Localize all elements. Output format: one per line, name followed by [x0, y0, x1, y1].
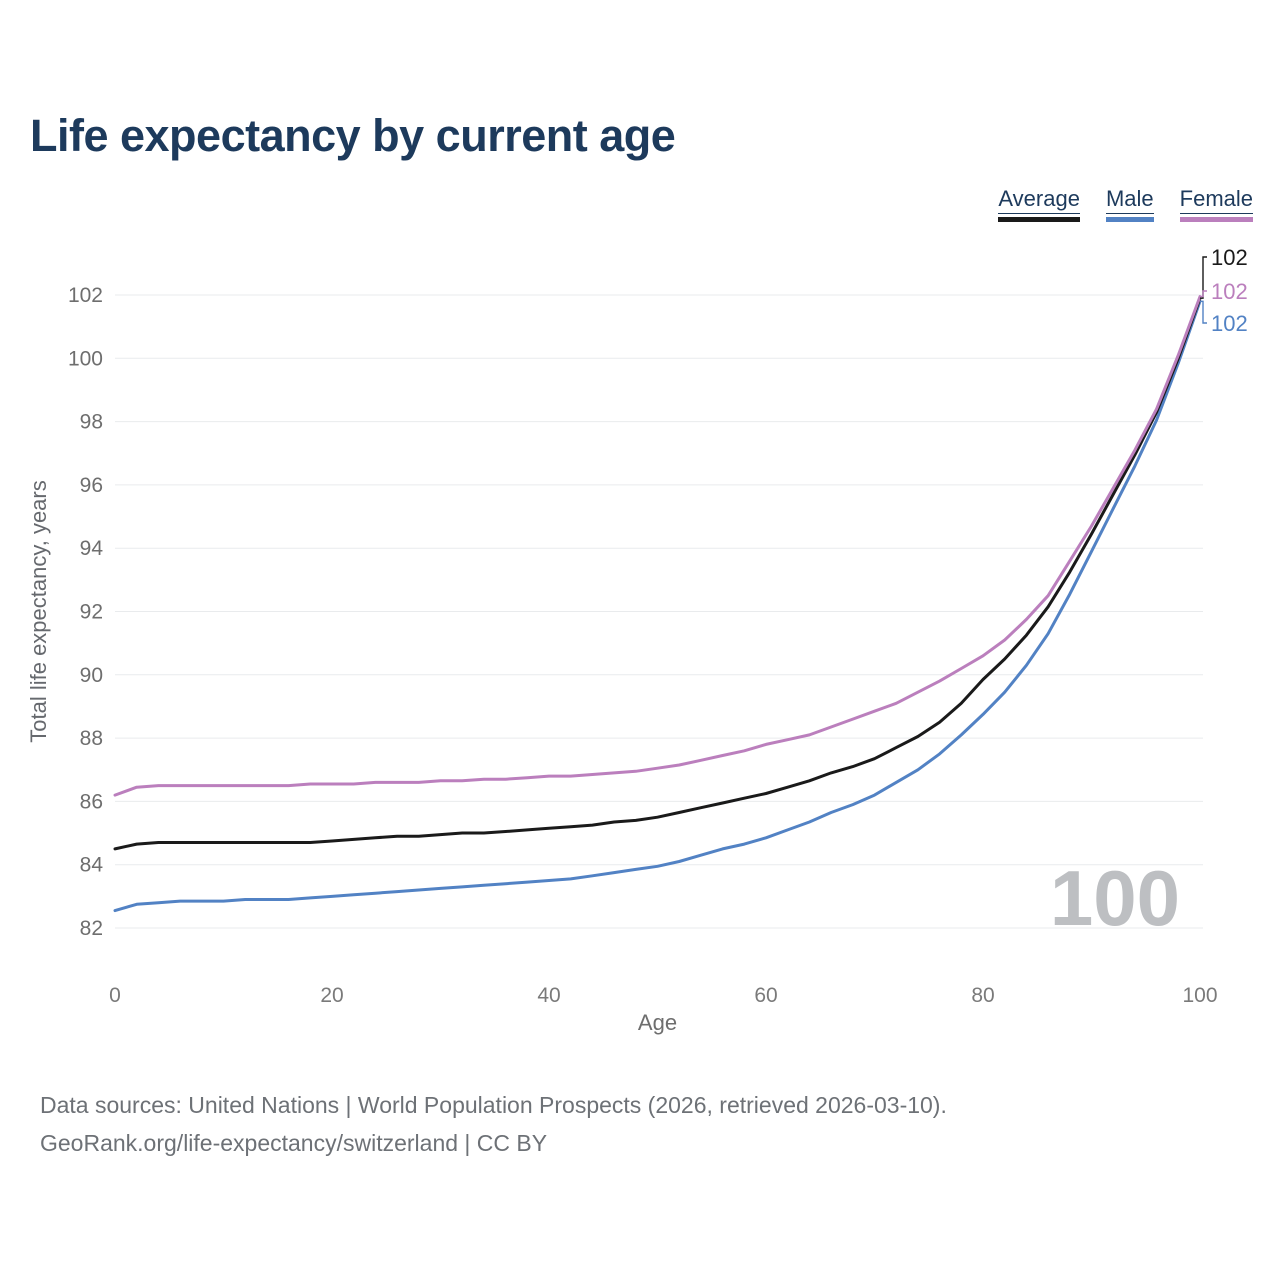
footer-sources: Data sources: United Nations | World Pop…	[40, 1092, 947, 1118]
x-axis-title: Age	[638, 1010, 677, 1035]
end-label-connector-average	[1200, 256, 1207, 299]
legend-label-male: Male	[1105, 186, 1154, 214]
y-tick-label-94: 94	[80, 537, 104, 560]
y-tick-label-86: 86	[80, 790, 103, 813]
legend-item-male[interactable]: Male	[1105, 186, 1154, 222]
footer: Data sources: United Nations | World Pop…	[40, 1086, 947, 1162]
y-tick-label-96: 96	[80, 474, 103, 497]
x-tick-label-60: 60	[754, 984, 777, 1007]
legend-swatch-male	[1105, 217, 1154, 222]
legend-label-average: Average	[998, 186, 1080, 214]
legend: Average Male Female	[998, 186, 1253, 222]
y-tick-label-88: 88	[80, 727, 103, 750]
chart-svg[interactable]: 82 84 86 88 90 92 94 96 98 100 102 0 20 40 60 80 100 Age T…	[0, 230, 1280, 1070]
legend-item-female[interactable]: Female	[1179, 186, 1253, 222]
x-tick-label-20: 20	[320, 984, 343, 1007]
y-tick-label-84: 84	[80, 854, 104, 877]
y-axis-title: Total life expectancy, years	[26, 480, 51, 743]
legend-label-female: Female	[1179, 186, 1253, 214]
end-label-female: 102	[1211, 279, 1248, 304]
y-tick-label-100: 100	[68, 347, 103, 370]
legend-item-average[interactable]: Average	[998, 186, 1080, 222]
series-line-average[interactable]	[113, 296, 1202, 851]
end-label-connector-female	[1200, 290, 1207, 298]
footer-attribution: GeoRank.org/life-expectancy/switzerland …	[40, 1130, 548, 1156]
x-tick-label-40: 40	[537, 984, 560, 1007]
y-tick-label-98: 98	[80, 411, 103, 434]
end-label-average: 102	[1211, 245, 1248, 270]
legend-swatch-female	[1179, 217, 1253, 222]
x-tick-label-0: 0	[109, 984, 121, 1007]
x-tick-label-80: 80	[971, 984, 994, 1007]
x-tick-label-100: 100	[1182, 984, 1217, 1007]
y-tick-label-102: 102	[68, 284, 103, 307]
y-tick-label-92: 92	[80, 601, 103, 624]
y-tick-label-90: 90	[80, 664, 103, 687]
series-line-male[interactable]	[113, 299, 1202, 913]
chart-title: Life expectancy by current age	[30, 110, 676, 161]
legend-swatch-average	[998, 217, 1080, 222]
end-label-male: 102	[1211, 311, 1248, 336]
watermark-x-value: 100	[1050, 854, 1180, 942]
series-line-female[interactable]	[113, 295, 1202, 797]
end-label-connector-male	[1200, 300, 1207, 324]
y-tick-label-82: 82	[80, 917, 103, 940]
